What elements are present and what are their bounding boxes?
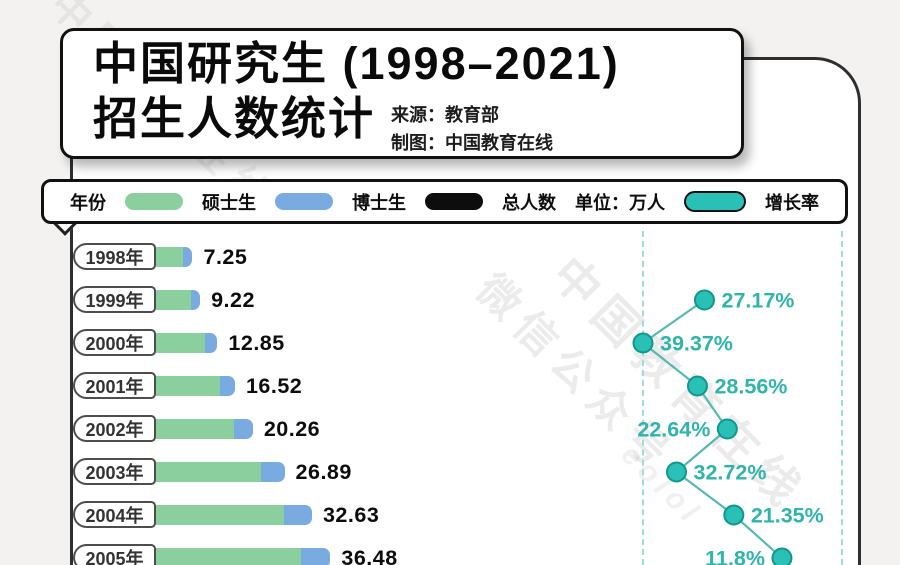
legend-label: 增长率 bbox=[765, 192, 819, 213]
doctoral-bar bbox=[205, 333, 218, 353]
year-pill: 1998年 bbox=[73, 243, 156, 270]
masters-bar bbox=[156, 333, 206, 353]
year-pill: 2003年 bbox=[73, 458, 156, 485]
masters-bar bbox=[156, 247, 184, 267]
total-value-label: 20.26 bbox=[263, 417, 321, 441]
title-box: 中国研究生 (1998–2021) 招生人数统计 来源：教育部 制图：中国教育在… bbox=[60, 28, 744, 159]
masters-bar bbox=[156, 290, 191, 310]
page-title-line1: 中国研究生 (1998–2021) bbox=[93, 38, 620, 89]
doctoral-bar bbox=[190, 290, 201, 310]
doctoral-bar bbox=[284, 505, 312, 525]
doctoral-bar bbox=[261, 462, 285, 482]
year-pill: 2000年 bbox=[73, 329, 156, 356]
growth-axis-dashline-right bbox=[841, 231, 843, 565]
legend-label: 总人数 bbox=[502, 192, 556, 213]
source-block: 来源：教育部 制图：中国教育在线 bbox=[391, 92, 553, 158]
table-row: 2004年 32.63 bbox=[0, 501, 600, 529]
page-title-line2: 招生人数统计 bbox=[93, 92, 376, 144]
total-swatch bbox=[425, 193, 483, 210]
table-row: 1999年 9.22 bbox=[0, 286, 600, 314]
total-value-label: 9.22 bbox=[211, 288, 255, 312]
masters-bar bbox=[156, 505, 285, 525]
masters-swatch bbox=[125, 193, 183, 210]
total-value-label: 16.52 bbox=[245, 374, 303, 398]
year-pill: 1999年 bbox=[73, 286, 156, 313]
doctoral-bar bbox=[300, 548, 331, 565]
total-value-label: 26.89 bbox=[295, 460, 352, 484]
year-pill: 2001年 bbox=[73, 372, 156, 399]
legend-label: 博士生 bbox=[352, 192, 406, 213]
masters-bar bbox=[156, 462, 262, 482]
table-row: 2003年 26.89 bbox=[0, 458, 600, 486]
legend-bar: 年份 硕士生 博士生 总人数 单位：万人 增长率 bbox=[41, 179, 848, 224]
table-row: 2002年 20.26 bbox=[0, 415, 600, 443]
legend-label: 硕士生 bbox=[202, 192, 256, 213]
doctoral-bar bbox=[183, 247, 193, 267]
legend-label: 单位：万人 bbox=[575, 192, 665, 213]
year-pill: 2005年 bbox=[73, 544, 156, 565]
credit-text: 制图：中国教育在线 bbox=[391, 132, 554, 153]
total-value-label: 7.25 bbox=[203, 245, 248, 269]
table-row: 2001年 16.52 bbox=[0, 372, 600, 400]
total-value-label: 36.48 bbox=[341, 546, 398, 565]
table-row: 2005年 36.48 bbox=[0, 544, 600, 565]
doctoral-bar bbox=[219, 376, 235, 396]
year-pill: 2004年 bbox=[73, 501, 156, 528]
table-row: 1998年 7.25 bbox=[0, 243, 600, 271]
doctoral-swatch bbox=[275, 193, 333, 210]
legend-label: 年份 bbox=[70, 192, 106, 213]
masters-bar bbox=[156, 419, 235, 439]
doctoral-bar bbox=[234, 419, 253, 439]
year-pill: 2002年 bbox=[73, 415, 156, 442]
growth-swatch bbox=[684, 191, 746, 212]
growth-axis-dashline-left bbox=[642, 231, 644, 565]
masters-bar bbox=[156, 376, 220, 396]
total-value-label: 12.85 bbox=[228, 331, 285, 355]
masters-bar bbox=[156, 548, 301, 565]
source-text: 来源：教育部 bbox=[391, 104, 500, 125]
table-row: 2000年 12.85 bbox=[0, 329, 600, 357]
total-value-label: 32.63 bbox=[322, 503, 380, 527]
